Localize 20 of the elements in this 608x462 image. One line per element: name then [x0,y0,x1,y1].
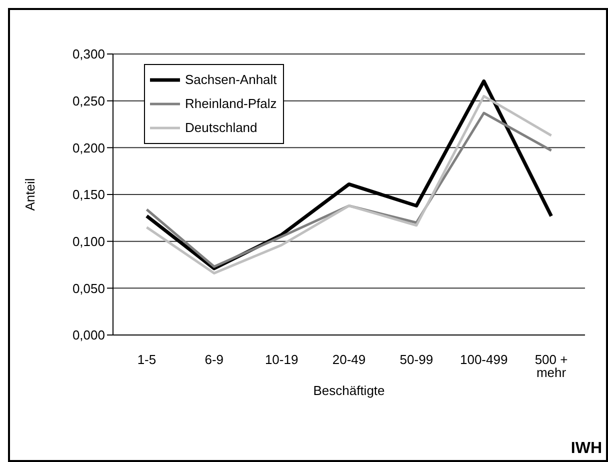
y-tick-label: 0,200 [72,140,105,156]
x-tick-label: 20-49 [332,352,366,368]
text: IWH [570,440,602,458]
legend-label: Rheinland-Pfalz [185,95,277,113]
x-tick-label: 10-19 [264,352,298,368]
y-axis-title: Anteil [22,178,38,211]
legend-label: Sachsen-Anhalt [185,71,277,89]
x-tick-label: 100-499 [460,352,508,368]
x-tick-label: 6-9 [204,352,224,368]
y-tick-label: 0,250 [72,93,105,108]
y-tick-label: 0,300 [72,46,105,62]
x-tick-label: 50-99 [400,352,434,368]
y-tick-label: 0,150 [72,187,105,202]
y-tick-label: 0,050 [72,280,105,296]
legend-label: Deutschland [185,119,258,137]
y-tick-label: 0,000 [72,328,105,343]
x-tick-label: 1-5 [137,352,156,368]
y-tick-label: 0,100 [72,234,105,249]
x-tick-label: 500 + mehr [534,352,568,380]
x-axis-title: Beschäftigte [313,383,385,398]
